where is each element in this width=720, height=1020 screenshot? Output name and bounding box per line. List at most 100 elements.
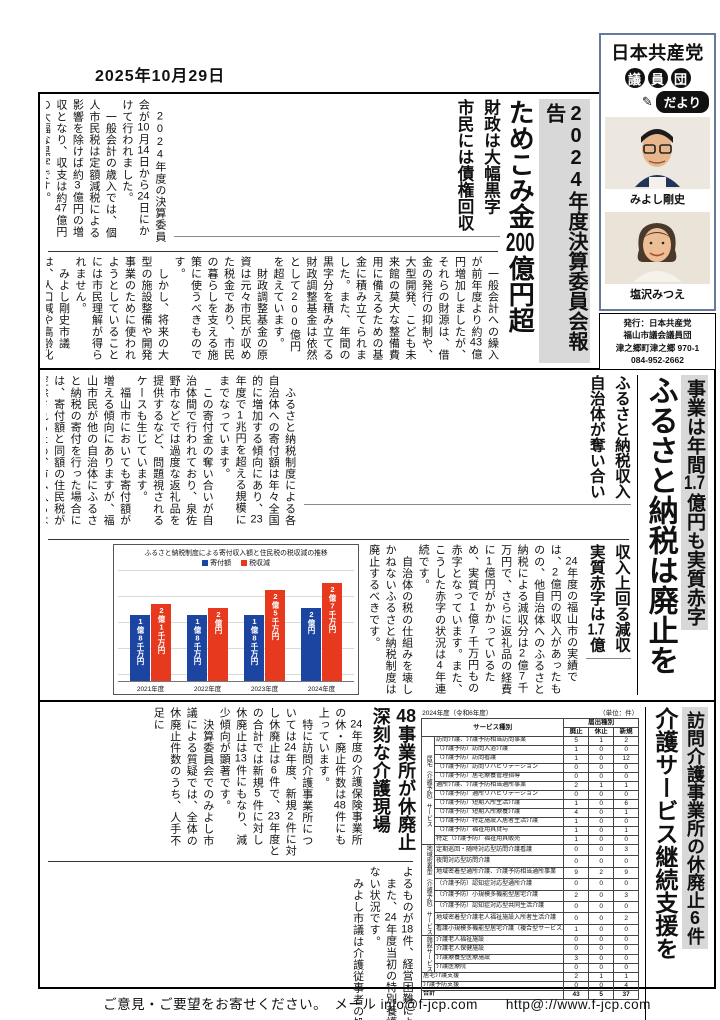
subhead: ふるさと納税収入 bbox=[612, 375, 630, 499]
table-row: （介護予防）認知症対応型通所介護 0 0 0 bbox=[422, 878, 640, 891]
bar-value-label: 2億7千万円 bbox=[328, 585, 337, 633]
bar-税収減: 2億円 bbox=[208, 608, 229, 681]
furusato-sec1-subheads: ふるさと納税収入 自治体が奪い合い bbox=[303, 375, 631, 505]
issue-date: 2025年10月29日 bbox=[95, 68, 226, 85]
table-row: 合計 43 5 37 bbox=[421, 990, 640, 1000]
divider bbox=[48, 861, 414, 862]
kessan-body-top: 2024年度の決算委員会が10月14日から24日にかけて行われました。 一般会計… bbox=[46, 99, 166, 243]
furusato-sec2-subheads: 収入上回る減収 実質赤字は1.7億 bbox=[585, 544, 631, 659]
divider bbox=[48, 539, 629, 540]
section-kaigo: 訪問介護事業所の休廃止6件 介護サービス継続支援を 2024年度（令和6年度） … bbox=[40, 702, 714, 1020]
table-row: 通所介護、介護予防相当通所事業 2 1 1 bbox=[422, 781, 640, 791]
x-label: 2024年度 bbox=[307, 686, 336, 693]
chart-title: ふるさと納税制度による寄付収入額と住民税の税収減の推移 bbox=[144, 550, 328, 557]
table-row: 居宅介護支援 2 1 1 bbox=[421, 972, 640, 982]
table-row: （介護予防）居宅療養管理指導 0 0 0 bbox=[422, 772, 640, 782]
furusato-body-area: ふるさと納税収入 自治体が奪い合い ふるさと納税制度による各自治体への寄付額は年… bbox=[46, 375, 631, 695]
table-row: 介護老人保健施設 0 0 0 bbox=[422, 944, 640, 955]
inner-headline-line: 深刻な介護現場 bbox=[370, 707, 391, 833]
kaigo-headblock: 訪問介護事業所の休廃止6件 介護サービス継続支援を bbox=[645, 707, 708, 1020]
bar-value-label: 2億1千万円 bbox=[157, 606, 166, 654]
bar-寄付額: 1億8千万円 bbox=[187, 615, 208, 681]
bar-value-label: 1億8千万円 bbox=[193, 617, 202, 665]
bar-寄付額: 1億8千万円 bbox=[130, 615, 151, 681]
legend-item: 寄付額 bbox=[202, 558, 231, 568]
table-row: 介護療養型医療施設 3 0 0 bbox=[422, 953, 640, 964]
table-row: 介護予防支援 0 0 4 bbox=[421, 981, 640, 991]
kaigo-inner-headline: 48事業所が休廃止 深刻な介護現場 bbox=[370, 707, 416, 851]
masthead-box: 日本共産党 議員団 ✎ だより みよし剛史 bbox=[599, 33, 716, 311]
table-row: （介護予防）短期入所療養介護 4 0 1 bbox=[422, 808, 640, 818]
legend-swatch bbox=[202, 560, 209, 566]
kicker-kessan: 2024年度決算委員会報告 bbox=[539, 99, 590, 363]
group-badge-char: 団 bbox=[670, 68, 691, 88]
subhead: 実質赤字は1.7億 bbox=[587, 544, 605, 653]
table-row: （介護予防）福祉用具貸与 1 0 1 bbox=[422, 826, 640, 836]
bar-寄付額: 1億8千万円 bbox=[244, 615, 265, 681]
bar-寄付額: 2億円 bbox=[301, 608, 322, 681]
table-row: （介護予防）通所リハビリテーション 0 0 0 bbox=[422, 790, 640, 800]
x-label: 2022年度 bbox=[193, 686, 222, 693]
member-name-shiozawa: 塩沢みつえ bbox=[630, 289, 685, 301]
publisher-line: 084-952-2662 bbox=[631, 354, 684, 365]
publisher-line: 発行：日本共産党 bbox=[623, 318, 692, 328]
table-row: （介護予防）訪問看護 1 0 12 bbox=[422, 754, 640, 764]
kicker-furusato: 事業は年間1.7億円も実質赤字 bbox=[680, 375, 708, 630]
service-group-label: 居宅（介護予防）サービス bbox=[425, 754, 432, 827]
table-row: （介護予防）訪問リハビリテーション 0 0 0 bbox=[422, 763, 640, 773]
pen-icon: ✎ bbox=[641, 94, 653, 109]
table-row: 地域密着型（介護予防）サービス 定期巡回・随時対応型訪問介護看護 0 0 3 bbox=[421, 843, 640, 936]
bar-value-label: 1億8千万円 bbox=[250, 617, 259, 665]
section-furusato: 事業は年間1.7億円も実質赤字 ふるさと納税は廃止を ふるさと納税収入 自治体が… bbox=[40, 370, 714, 702]
bar-group: 1億8千万円 2億円 bbox=[187, 608, 229, 681]
furusato-chart: ふるさと納税制度による寄付収入額と住民税の税収減の推移 寄付額 税収減 1億8千万… bbox=[113, 544, 360, 695]
party-name: 日本共産党 bbox=[611, 43, 704, 63]
bar-group: 2億円 2億7千万円 bbox=[301, 583, 343, 681]
kessan-body-area: 財政は大幅黒字 市民には債権回収 2024年度の決算委員会が10月14日から24… bbox=[46, 99, 501, 363]
table-row: 居宅（介護予防）サービス 訪問介護、介護予防相当訪問事業 5 1 2 bbox=[421, 736, 640, 845]
table-row: （介護予防）認知症対応型共同生活介護 0 0 0 bbox=[422, 900, 640, 914]
chart-x-labels: 2021年度 2022年度 2023年度 2024年度 bbox=[118, 682, 354, 693]
service-group-label: 施設サービス bbox=[425, 936, 432, 972]
bar-税収減: 2億1千万円 bbox=[151, 604, 172, 681]
bar-税収減: 2億7千万円 bbox=[322, 583, 343, 681]
section-kessan: 2024年度決算委員会報告 ためこみ金200億円超 財政は大幅黒字 市民には債権… bbox=[40, 94, 714, 370]
newsletter-badge: だより bbox=[655, 91, 709, 113]
bar-group: 1億8千万円 2億1千万円 bbox=[130, 604, 172, 681]
care-table: サービス種別 届出種別 廃止 休止 新規 居宅（介護予防）サービス 訪問介護、介護予防相当訪… bbox=[421, 718, 640, 1000]
care-table-block: 2024年度（令和6年度） （単位：件） サービス種別 届出種別 廃止 休止 新規 居宅（… bbox=[421, 707, 640, 1020]
service-group-label: 地域密着型（介護予防）サービス bbox=[425, 845, 432, 935]
bar-group: 1億8千万円 2億5千万円 bbox=[244, 590, 286, 681]
bar-value-label: 2億円 bbox=[214, 610, 223, 634]
subhead: 自治体が奪い合い bbox=[587, 375, 605, 499]
table-caption-right: （単位：件） bbox=[599, 710, 639, 717]
table-row: （介護予防）短期入所生活介護 1 0 6 bbox=[422, 799, 640, 809]
table-row: 特定（介護予防）福祉用具販売 1 0 0 bbox=[422, 835, 640, 845]
x-label: 2021年度 bbox=[136, 686, 165, 693]
kicker-kaigo: 訪問介護事業所の休廃止6件 bbox=[681, 707, 708, 949]
publisher-line: 津之郷町津之郷 970-1 bbox=[615, 342, 700, 353]
furusato-sec1-body: ふるさと納税制度による各自治体への寄付額は年々全国的に増加する傾向にあり、23年… bbox=[46, 375, 296, 526]
table-row: 介護医療院 0 0 0 bbox=[422, 962, 640, 974]
divider bbox=[48, 251, 499, 252]
subhead: 財政は大幅黒字 bbox=[481, 99, 500, 215]
group-name-badges: 議員団 bbox=[604, 68, 711, 88]
headline-furusato: ふるさと納税は廃止を bbox=[643, 375, 677, 675]
masthead: 日本共産党 議員団 ✎ だより みよし剛史 bbox=[599, 33, 716, 371]
table-row: （介護予防）特定施設入居者生活介護 1 0 0 bbox=[422, 817, 640, 827]
table-caption-left: 2024年度（令和6年度） bbox=[422, 710, 493, 717]
kaigo-body-top: 24年度の介護保険事業所の休・廃止件数は48件にも上っています。 特に訪問介護事… bbox=[152, 707, 363, 857]
bar-value-label: 1億8千万円 bbox=[136, 617, 145, 665]
chart-legend: 寄付額 税収減 bbox=[118, 558, 354, 568]
table-row: （介護予防）訪問入浴介護 1 0 0 bbox=[422, 745, 640, 755]
member-name-miyoshi: みよし剛史 bbox=[630, 194, 685, 206]
x-label: 2023年度 bbox=[250, 686, 279, 693]
headline-kaigo: 介護サービス継続支援を bbox=[651, 707, 678, 960]
kessan-body-bottom: 一般会計への繰入が前年度より約43億円増加しましたが、それらの財源は、借金の発行… bbox=[46, 256, 499, 361]
kessan-subheads: 財政は大幅黒字 市民には債権回収 bbox=[173, 99, 501, 237]
member-photo-shiozawa bbox=[605, 212, 710, 284]
publisher-line: 福山市議会議員団 bbox=[623, 330, 692, 341]
publisher-box: 発行：日本共産党 福山市議会議員団 津之郷町津之郷 970-1 084-952-266… bbox=[599, 313, 716, 371]
bar-value-label: 2億円 bbox=[307, 610, 316, 634]
table-row: （介護予防）小規模多機能型居宅介護 2 0 3 bbox=[422, 889, 640, 902]
